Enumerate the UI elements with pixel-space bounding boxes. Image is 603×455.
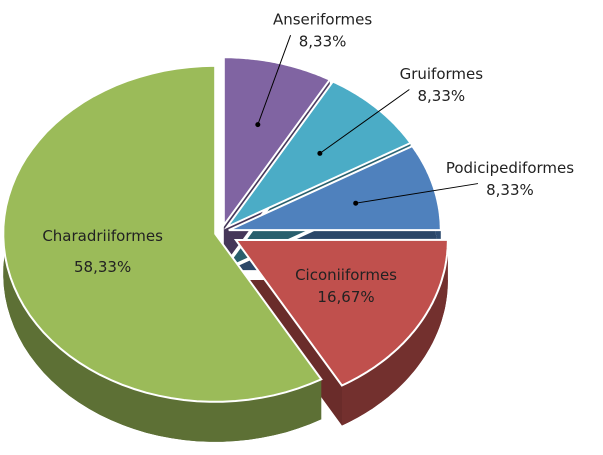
leader-dot: [353, 200, 359, 206]
slice-value-label: 8,33%: [299, 33, 347, 51]
slice-value-label: 8,33%: [418, 87, 466, 105]
slice-label: Gruiformes: [400, 65, 484, 83]
slice-side: [3, 65, 322, 442]
slice: [2, 64, 323, 403]
slice-value-label: 58,33%: [74, 258, 131, 276]
slice-value-label: 16,67%: [317, 288, 374, 306]
leader-line: [319, 89, 410, 154]
slice: [222, 56, 332, 229]
leader-dot: [317, 150, 323, 156]
slice-label: Anseriformes: [273, 11, 372, 29]
leader-dot: [255, 122, 261, 128]
slice-side: [341, 239, 448, 426]
slice: [228, 144, 442, 232]
slice-label: Charadriiformes: [42, 227, 163, 245]
leader-line: [355, 183, 479, 204]
slice-label: Ciconiiformes: [295, 266, 397, 284]
slice-value-label: 8,33%: [486, 181, 534, 199]
leader-line: [257, 34, 292, 125]
slice: [233, 238, 449, 387]
slice-label: Podicipediformes: [446, 159, 574, 177]
